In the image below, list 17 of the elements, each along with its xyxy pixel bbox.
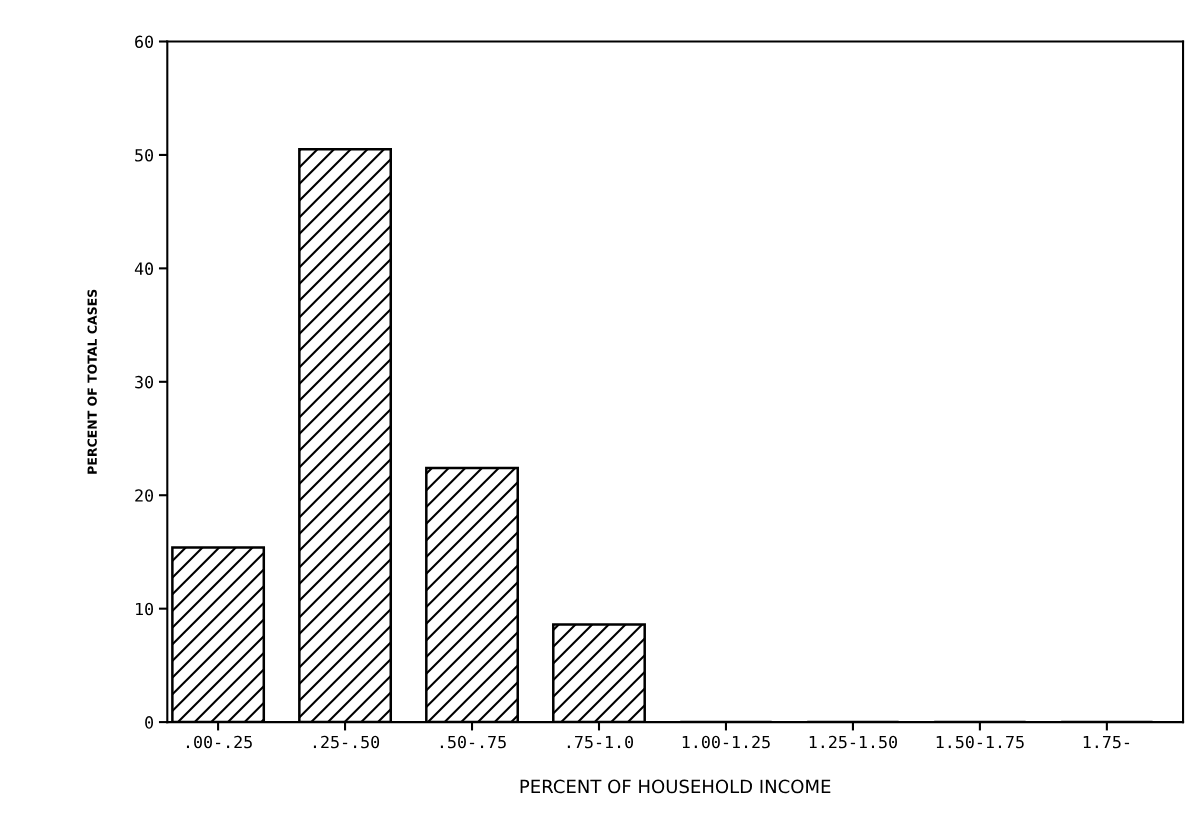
y-tick-label: 60 [135,35,154,49]
x-axis-title: PERCENT OF HOUSEHOLD INCOME [520,779,831,794]
y-tick-label: 40 [134,262,154,275]
x-tick-label: 1.25-1.50 [809,735,898,749]
y-axis-title: PERCENT OF TOTAL CASES [87,289,97,474]
y-tick-label: 20 [135,489,154,502]
x-tick-label: 1.50-1.75 [936,735,1024,749]
x-tick-label: 1.00-1.25 [682,735,770,749]
x-tick-label: 1.75- [1083,735,1130,749]
y-tick-label: 30 [135,375,154,389]
x-tick-label: .50-.75 [440,735,506,749]
y-tick-label: 10 [136,602,154,616]
x-tick-label: .00-.25 [186,735,252,749]
y-tick-label: 50 [135,148,154,162]
x-tick-label: .25-.50 [313,735,380,749]
y-tick-label: 0 [145,716,154,729]
x-tick-label: .75-1.0 [567,735,634,749]
